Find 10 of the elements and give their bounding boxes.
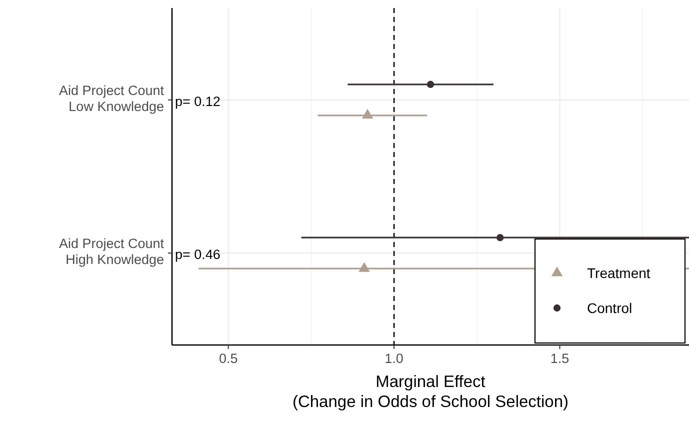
y-tick-label: Aid Project Count High Knowledge: [58, 236, 164, 268]
x-axis-title: Marginal Effect (Change in Odds of School Selection): [292, 373, 569, 411]
annotation: p= 0.12: [175, 94, 220, 109]
legend-label: Control: [587, 300, 632, 316]
x-tick-label: 1.0: [384, 351, 404, 366]
y-tick-label: Aid Project Count Low Knowledge: [58, 82, 164, 114]
legend-label: Treatment: [587, 265, 650, 281]
x-tick-label: 0.5: [218, 351, 238, 366]
x-tick-label: 1.5: [550, 351, 570, 366]
annotation: p= 0.46: [175, 247, 220, 262]
